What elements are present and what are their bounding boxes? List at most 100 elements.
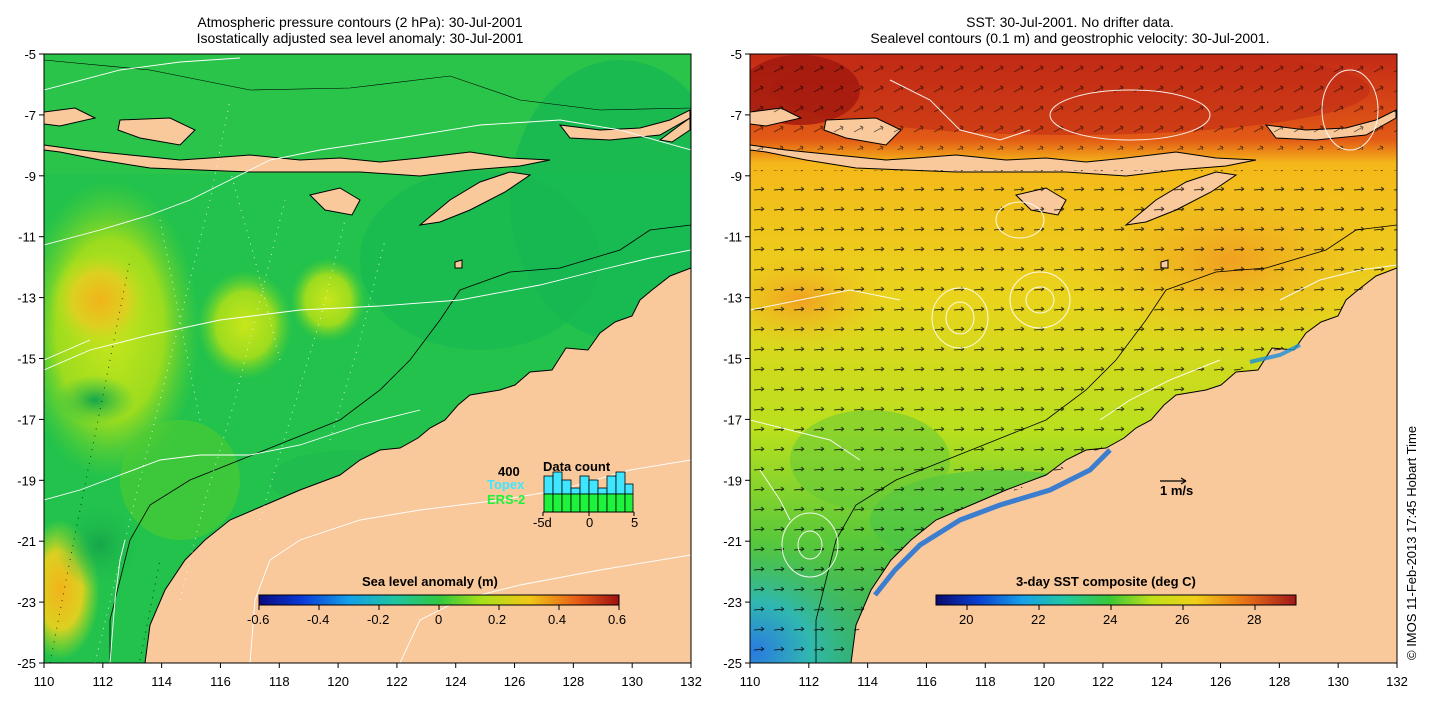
left-lon-tick-label: 126	[504, 674, 526, 689]
right-lat-tick-label: -25	[723, 656, 742, 671]
right-lat-tick-label: -17	[723, 412, 742, 427]
right-lon-tick-label: 124	[1151, 674, 1173, 689]
left-axes: 110 112 114 116 118 120 122 124 126 128 130 132 -5 -7…	[17, 47, 702, 689]
sla-map	[44, 54, 691, 663]
ers2-label: ERS-2	[487, 492, 525, 507]
sumbawa-flores-left	[44, 144, 551, 177]
right-axes: 110 112 114 116 118 120 122 124 126 128 130 132 -5 -7…	[723, 47, 1408, 689]
sla-tick-6: 0.4	[548, 612, 566, 627]
left-lat-tick-label: -17	[17, 412, 36, 427]
right-lon-tick-label: 118	[975, 674, 996, 689]
left-lon-tick-label: 122	[386, 674, 408, 689]
right-lat-tick-label: -13	[723, 291, 742, 306]
right-lat-tick-label: -11	[724, 230, 742, 245]
sst-tick-4: 26	[1175, 612, 1189, 627]
right-lon-tick-label: 114	[857, 674, 878, 689]
sla-tick-1: -0.6	[247, 612, 269, 627]
data-count-axis-end: 5	[631, 515, 638, 530]
bali-lombok-left	[117, 117, 196, 146]
left-lon-tick-label: 116	[210, 674, 231, 689]
sst-map	[750, 54, 1397, 663]
credit-text-wrapper: © IMOS 11-Feb-2013 17:45 Hobart Time	[1402, 426, 1422, 680]
java-island-left	[44, 107, 97, 127]
sst-colorbar-title: 3-day SST composite (deg C)	[1016, 574, 1196, 589]
left-lon-tick-label: 112	[92, 674, 113, 689]
sumba-island-left	[309, 187, 361, 216]
sulawesi-contour-left	[44, 59, 691, 111]
data-count-axis-start: -5d	[533, 515, 552, 530]
credit-text: © IMOS 11-Feb-2013 17:45 Hobart Time	[1404, 425, 1419, 660]
left-lat-tick-label: -7	[24, 108, 36, 123]
right-lon-tick-label: 122	[1092, 674, 1114, 689]
left-lat-tick-label: -13	[17, 291, 36, 306]
sla-colorbar: Sea level anomaly (m) -0.6 -0.4 -0.2 0 0…	[247, 574, 626, 627]
data-count-bars	[543, 471, 634, 513]
left-lon-tick-label: 130	[621, 674, 643, 689]
velocity-arrows	[750, 170, 1397, 663]
right-lat-tick-label: -23	[723, 595, 742, 610]
sealevel-contours	[750, 69, 1397, 578]
right-lat-tick-label: -15	[723, 352, 742, 367]
left-lon-tick-label: 132	[680, 674, 702, 689]
right-lat-tick-label: -5	[730, 47, 742, 62]
topex-label: Topex	[487, 477, 525, 492]
wetar-left	[558, 109, 691, 141]
right-lon-tick-label: 128	[1269, 674, 1291, 689]
right-lat-tick-label: -19	[723, 473, 742, 488]
velocity-scale: 1 m/s	[1160, 477, 1193, 498]
left-lon-tick-label: 118	[269, 674, 290, 689]
data-count-title: Data count	[543, 459, 611, 474]
right-lon-tick-label: 110	[740, 674, 761, 689]
sla-tick-7: 0.6	[608, 612, 626, 627]
right-lon-tick-label: 132	[1386, 674, 1408, 689]
left-lat-tick-label: -11	[18, 230, 36, 245]
sumbawa-flores-right	[750, 144, 1257, 177]
left-lat-tick-label: -5	[24, 47, 36, 62]
sst-tick-3: 24	[1103, 612, 1117, 627]
left-lon-tick-label: 114	[151, 674, 172, 689]
left-title-line1: Atmospheric pressure contours (2 hPa): 3…	[197, 14, 523, 30]
sst-tick-2: 22	[1031, 612, 1045, 627]
right-title-line1: SST: 30-Jul-2001. No drifter data.	[966, 14, 1174, 30]
right-title-line2: Sealevel contours (0.1 m) and geostrophi…	[870, 30, 1270, 46]
sla-colorbar-ramp	[258, 594, 620, 606]
left-lon-tick-label: 120	[327, 674, 349, 689]
right-lon-tick-label: 112	[798, 674, 819, 689]
sst-colorbar-ramp	[935, 594, 1297, 606]
satellite-tracks-dark	[49, 259, 161, 663]
left-lon-tick-label: 128	[563, 674, 585, 689]
right-lat-tick-label: -9	[730, 169, 742, 184]
velocity-scale-label: 1 m/s	[1160, 483, 1193, 498]
sla-colorbar-title: Sea level anomaly (m)	[362, 574, 498, 589]
small-island-left	[454, 259, 463, 269]
right-title: SST: 30-Jul-2001. No drifter data. Seale…	[790, 14, 1350, 46]
left-lat-tick-label: -9	[24, 169, 36, 184]
left-lon-tick-label: 110	[34, 674, 55, 689]
right-lat-tick-label: -7	[730, 108, 742, 123]
right-lon-tick-label: 120	[1033, 674, 1055, 689]
data-count-inset: Data count 400 Topex ERS-2 -5d 0 5	[487, 459, 638, 530]
left-lat-tick-label: -25	[17, 656, 36, 671]
left-lon-tick-label: 124	[445, 674, 467, 689]
left-lat-tick-label: -15	[17, 352, 36, 367]
left-title-line2: Isostatically adjusted sea level anomaly…	[196, 30, 524, 46]
sla-tick-3: -0.2	[367, 612, 389, 627]
timor-island-left	[418, 171, 532, 226]
australia-land-left	[144, 267, 691, 663]
right-lon-tick-label: 130	[1327, 674, 1349, 689]
sla-tick-4: 0	[435, 612, 442, 627]
left-title: Atmospheric pressure contours (2 hPa): 3…	[130, 14, 590, 46]
right-lon-tick-label: 126	[1210, 674, 1232, 689]
right-lat-tick-label: -21	[723, 534, 742, 549]
shelf-break-left	[109, 224, 691, 663]
sst-tick-5: 28	[1247, 612, 1261, 627]
sla-tick-5: 0.2	[488, 612, 506, 627]
right-lon-tick-label: 116	[916, 674, 937, 689]
sst-colorbar: 3-day SST composite (deg C) 20 22 24 26 …	[935, 574, 1297, 627]
sst-tick-1: 20	[959, 612, 973, 627]
satellite-tracks	[94, 99, 386, 663]
left-lat-tick-label: -19	[17, 473, 36, 488]
left-lat-tick-label: -23	[17, 595, 36, 610]
tanimbar-left	[658, 117, 691, 143]
